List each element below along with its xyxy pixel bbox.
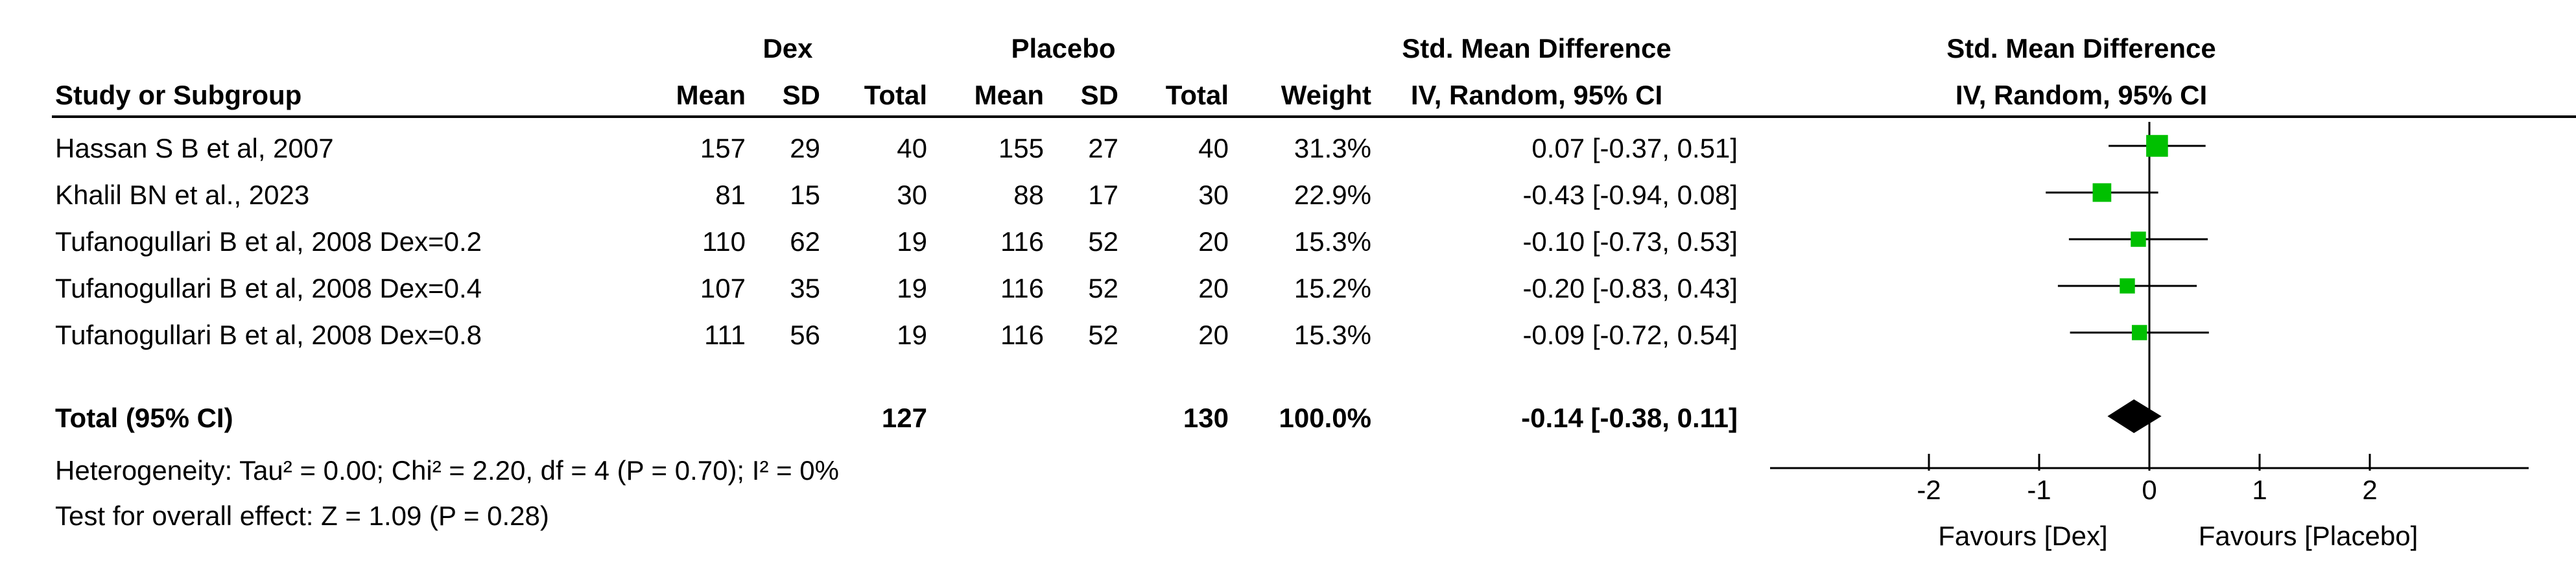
placebo-total-header: Total [1165,80,1229,110]
group-placebo-header: Placebo [1011,33,1116,64]
placebo-total: 40 [1198,133,1229,163]
placebo-sd: 17 [1088,180,1118,210]
weight-value: 22.9% [1294,180,1371,210]
heterogeneity-text: Heterogeneity: Tau² = 0.00; Chi² = 2.20,… [55,455,839,486]
dex-sd: 29 [790,133,820,163]
dex-mean-header: Mean [676,80,746,110]
dex-total: 19 [897,226,927,257]
dex-total: 19 [897,320,927,350]
weight-value: 15.3% [1294,320,1371,350]
dex-total: 30 [897,180,927,210]
placebo-total: 30 [1198,180,1229,210]
placebo-sd: 52 [1088,226,1118,257]
weight-value: 15.2% [1294,273,1371,303]
header-rule [52,115,2576,118]
ci-text: 0.07 [-0.37, 0.51] [1531,133,1738,163]
placebo-total: 20 [1198,273,1229,303]
study-effect-marker [2092,183,2112,202]
placebo-sd-header: SD [1080,80,1118,110]
total-label: Total (95% CI) [55,403,233,433]
x-tick-label: -1 [2027,475,2051,505]
dex-total-sum: 127 [881,403,927,433]
study-column-header: Study or Subgroup [55,80,302,110]
favours-left-label: Favours [Dex] [1938,521,2108,551]
x-tick-label: 2 [2362,475,2377,505]
dex-mean: 107 [700,273,746,303]
weight-header: Weight [1281,80,1371,110]
smd-method-header: IV, Random, 95% CI [1410,80,1663,110]
dex-total: 40 [897,133,927,163]
dex-mean: 111 [704,320,746,350]
study-name: Tufanogullari B et al, 2008 Dex=0.8 [55,320,482,350]
study-name: Tufanogullari B et al, 2008 Dex=0.2 [55,226,482,257]
dex-total-header: Total [864,80,927,110]
placebo-mean: 116 [1000,273,1044,303]
dex-mean: 110 [702,226,746,257]
plot-method-header: IV, Random, 95% CI [1955,80,2208,110]
placebo-mean-header: Mean [974,80,1044,110]
x-tick-label: 1 [2252,475,2267,505]
study-effect-marker [2146,135,2168,157]
placebo-mean: 155 [998,133,1044,163]
pooled-ci-text: -0.14 [-0.38, 0.11] [1521,403,1738,433]
placebo-mean: 116 [1000,226,1044,257]
study-name: Hassan S B et al, 2007 [55,133,334,163]
placebo-sd: 52 [1088,273,1118,303]
plot-title: Std. Mean Difference [1946,33,2216,64]
study-effect-marker [2120,278,2135,294]
dex-mean: 157 [700,133,746,163]
placebo-sd: 27 [1088,133,1118,163]
pooled-effect-diamond [2107,399,2162,433]
x-tick-label: -2 [1917,475,1941,505]
favours-right-label: Favours [Placebo] [2198,521,2418,551]
dex-sd-header: SD [782,80,820,110]
total-weight: 100.0% [1279,403,1371,433]
study-effect-marker [2131,231,2146,247]
x-tick-label: 0 [2142,475,2157,505]
study-effect-marker [2131,325,2147,340]
dex-sd: 56 [790,320,820,350]
ci-text: -0.20 [-0.83, 0.43] [1522,273,1738,303]
placebo-total: 20 [1198,226,1229,257]
smd-title: Std. Mean Difference [1402,33,1672,64]
dex-total: 19 [897,273,927,303]
study-name: Tufanogullari B et al, 2008 Dex=0.4 [55,273,482,303]
weight-value: 15.3% [1294,226,1371,257]
dex-sd: 15 [790,180,820,210]
placebo-mean: 88 [1013,180,1044,210]
group-dex-header: Dex [762,33,813,64]
dex-sd: 62 [790,226,820,257]
study-name: Khalil BN et al., 2023 [55,180,310,210]
weight-value: 31.3% [1294,133,1371,163]
placebo-total-sum: 130 [1183,403,1229,433]
placebo-mean: 116 [1000,320,1044,350]
overall-effect-text: Test for overall effect: Z = 1.09 (P = 0… [55,500,549,531]
ci-text: -0.10 [-0.73, 0.53] [1522,226,1738,257]
ci-text: -0.09 [-0.72, 0.54] [1522,320,1738,350]
placebo-total: 20 [1198,320,1229,350]
placebo-sd: 52 [1088,320,1118,350]
ci-text: -0.43 [-0.94, 0.08] [1522,180,1738,210]
dex-sd: 35 [790,273,820,303]
dex-mean: 81 [715,180,746,210]
